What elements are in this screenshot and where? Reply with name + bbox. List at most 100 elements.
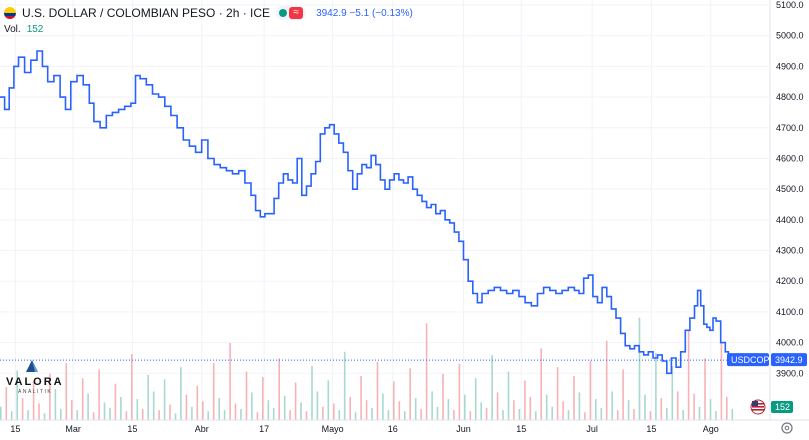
volume-bar: [0, 406, 2, 420]
volume-bar: [464, 394, 466, 420]
logo-subtitle: ANALITIK: [18, 389, 53, 395]
volume-bar: [327, 380, 330, 420]
volume-bar: [38, 403, 40, 420]
volume-bar: [98, 369, 100, 420]
market-open-dot-icon: [279, 9, 288, 17]
time-axis[interactable]: 15 Mar 15 Abr 17 Mayo 16 Jun 15 Jul 15 Ago: [0, 419, 809, 434]
price-tick-label: 5100.0: [776, 0, 804, 10]
volume-bar: [343, 351, 346, 420]
volume-bar: [382, 393, 384, 420]
time-tick-label: Mar: [65, 424, 81, 434]
volume-bar: [152, 391, 155, 420]
volume-bar: [136, 399, 139, 420]
volume-bar: [644, 394, 646, 420]
volume-bar: [404, 411, 406, 420]
volume-bar: [660, 398, 663, 420]
price-tick-label: 4800.0: [776, 92, 804, 102]
volume-bar: [573, 376, 575, 420]
volume-bar: [354, 412, 357, 420]
symbol-badge-label: USDCOP: [731, 355, 770, 365]
volume-bar: [305, 411, 308, 420]
volume-bar: [605, 340, 608, 420]
volume-bar: [245, 371, 248, 420]
volume-bar: [300, 402, 302, 420]
volume-bar: [414, 398, 417, 420]
price-line: [0, 50, 730, 375]
volume-bar: [371, 407, 373, 420]
volume-bar: [218, 398, 220, 420]
logo-mark-icon: [26, 360, 38, 372]
volume-bar: [43, 413, 46, 420]
volume-bar: [16, 370, 18, 420]
volume-bar: [120, 396, 122, 420]
volume-bar: [453, 410, 455, 420]
volume-bar: [87, 393, 89, 420]
valora-logo: VALORA ANALITIK: [4, 358, 66, 398]
volume-bar: [65, 362, 68, 420]
volume-bar: [709, 399, 712, 420]
price-tick-label: 5000.0: [776, 31, 804, 41]
volume-bar: [529, 396, 532, 420]
volume-bar: [21, 398, 24, 420]
symbol-title[interactable]: U.S. DOLLAR / COLOMBIAN PESO · 2h · ICE: [22, 6, 271, 20]
volume-bar: [360, 376, 362, 420]
chart-grid: [0, 0, 770, 420]
volume-badge-label: 152: [775, 402, 790, 412]
market-status-pill[interactable]: ≈: [276, 6, 307, 20]
volume-bar: [251, 392, 253, 420]
volume-bar: [720, 343, 723, 420]
price-tick-label: 4300.0: [776, 246, 804, 256]
volume-bar: [322, 406, 324, 420]
volume-bar: [169, 404, 171, 420]
volume-bar: [376, 361, 379, 420]
volume-bar: [480, 402, 482, 420]
volume-bar: [278, 358, 280, 420]
volume-bar: [125, 411, 128, 420]
volume-bar: [682, 410, 684, 420]
price-tick-label: 4700.0: [776, 123, 804, 133]
time-tick-label: 16: [388, 424, 398, 434]
volume-bar: [174, 413, 177, 420]
volume-bar: [114, 383, 117, 420]
volume-badge: [771, 401, 793, 413]
time-tick-label: 15: [127, 424, 137, 434]
volume-bar: [502, 410, 504, 420]
volume-bar: [109, 407, 111, 420]
volume-bar: [202, 401, 204, 420]
volume-bar: [655, 352, 657, 420]
volume-bar: [185, 394, 188, 420]
price-axis[interactable]: 3900.0 4000.0 4100.0 4200.0 4300.0 4400.0 4500…: [769, 0, 804, 420]
price-tick-label: 4600.0: [776, 153, 804, 163]
volume-bar: [458, 363, 461, 420]
volume-bar: [283, 395, 286, 420]
volume-bar: [316, 391, 319, 420]
volume-bar: [141, 409, 144, 420]
volume-legend[interactable]: Vol. 152: [4, 24, 43, 35]
volume-bar: [409, 368, 411, 420]
chart-header: U.S. DOLLAR / COLOMBIAN PESO · 2h · ICE …: [4, 5, 413, 21]
volume-bar: [207, 411, 209, 420]
volume-bar: [693, 393, 695, 420]
us-flag-icon[interactable]: [750, 399, 766, 415]
volume-bar: [272, 407, 275, 420]
volume-bar: [485, 407, 488, 420]
settings-gear-icon[interactable]: [781, 422, 793, 434]
volume-bar: [158, 410, 160, 420]
volume-bar: [294, 382, 297, 420]
price-tick-label: 4900.0: [776, 61, 804, 71]
volume-bars: [0, 317, 734, 420]
volume-bar: [595, 399, 597, 420]
volume-bar: [442, 373, 444, 420]
volume-bar: [229, 343, 231, 420]
symbol-badge: [727, 353, 769, 367]
volume-bar: [425, 323, 428, 420]
volume-bar: [49, 373, 51, 420]
volume-bar: [240, 409, 242, 420]
time-tick-label: Mayo: [322, 424, 344, 434]
colombia-flag-icon: [4, 7, 16, 19]
time-tick-label: Abr: [195, 424, 209, 434]
volume-bar: [633, 409, 635, 420]
volume-bar: [147, 374, 149, 420]
volume-bar: [578, 392, 581, 420]
